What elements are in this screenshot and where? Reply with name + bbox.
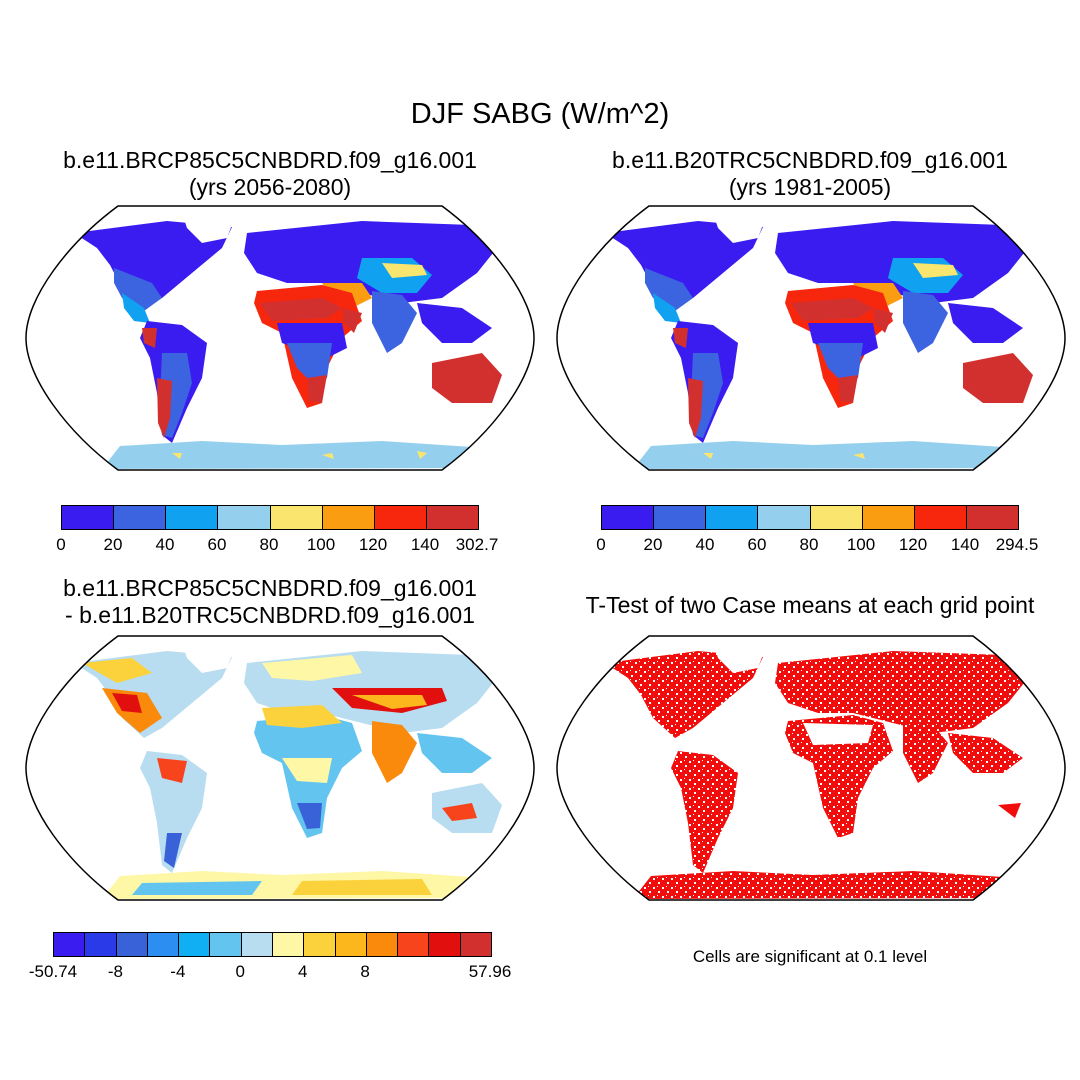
colorbar-difference-tick-label: 4 bbox=[297, 962, 308, 981]
colorbar-future-tick-label: 140 bbox=[410, 535, 440, 554]
panel1-title-line2: (yrs 2056-2080) bbox=[188, 174, 352, 200]
colorbar-future-tick-label: 120 bbox=[358, 535, 388, 554]
colorbar-historical-swatch bbox=[810, 506, 863, 529]
colorbar-difference-swatch bbox=[335, 933, 367, 956]
colorbar-difference-swatch bbox=[147, 933, 180, 956]
colorbar-difference-swatch bbox=[398, 933, 430, 956]
colorbar-difference bbox=[53, 932, 492, 957]
map-panel-historical bbox=[556, 205, 1066, 471]
land-fields bbox=[74, 641, 502, 899]
colorbar-historical-ticks: 0 20 40 60 80 100 120 140 294.5 bbox=[596, 535, 1038, 557]
colorbar-future-tick-label: 20 bbox=[103, 535, 123, 554]
colorbar-future-tick-label: 100 bbox=[306, 535, 336, 554]
colorbar-historical bbox=[601, 505, 1019, 530]
colorbar-future-tick-label: 0 bbox=[56, 535, 66, 554]
colorbar-difference-swatch bbox=[304, 933, 336, 956]
colorbar-difference-swatch bbox=[54, 933, 86, 956]
panel3-title-line2: - b.e11.B20TRC5CNBDRD.f09_g16.001 bbox=[65, 602, 475, 628]
map-border bbox=[556, 635, 1066, 901]
colorbar-difference-ticks: -50.74 -8 -4 0 4 8 57.96 bbox=[29, 962, 511, 984]
colorbar-future-ticks: 0 20 40 60 80 100 120 140 302.7 bbox=[56, 535, 498, 557]
colorbar-historical-tick-label: 100 bbox=[846, 535, 876, 554]
colorbar-future-tick-label: 302.7 bbox=[455, 535, 499, 554]
colorbar-future-swatch bbox=[426, 506, 478, 529]
panel3-title-line1: b.e11.BRCP85C5CNBDRD.f09_g16.001 bbox=[63, 575, 477, 601]
colorbar-difference-tick-label: 0 bbox=[235, 962, 246, 981]
colorbar-difference-tick-label: -50.74 bbox=[28, 962, 78, 981]
colorbar-historical-swatch bbox=[602, 506, 655, 529]
colorbar-difference-swatch bbox=[241, 933, 273, 956]
significance-fields bbox=[605, 641, 1033, 899]
colorbar-future-tick-label: 60 bbox=[207, 535, 227, 554]
colorbar-difference-swatch bbox=[85, 933, 117, 956]
map-panel-ttest bbox=[556, 635, 1066, 901]
panel2-title-line1: b.e11.B20TRC5CNBDRD.f09_g16.001 bbox=[612, 147, 1008, 173]
colorbar-future-tick-label: 80 bbox=[259, 535, 279, 554]
map-panel-future bbox=[25, 205, 535, 471]
colorbar-difference-tick-label: 8 bbox=[360, 962, 370, 981]
colorbar-future-swatch bbox=[270, 506, 323, 529]
panel3-title: b.e11.BRCP85C5CNBDRD.f09_g16.001 - b.e11… bbox=[30, 575, 510, 629]
colorbar-difference-tick-label: -4 bbox=[170, 962, 186, 981]
colorbar-historical-swatch bbox=[862, 506, 915, 529]
colorbar-difference-tick-label: -8 bbox=[107, 962, 123, 981]
colorbar-difference-swatch bbox=[460, 933, 491, 956]
colorbar-historical-swatch bbox=[966, 506, 1018, 529]
colorbar-future-swatch bbox=[374, 506, 427, 529]
colorbar-difference-swatch bbox=[366, 933, 399, 956]
colorbar-difference-tick-label: 57.96 bbox=[468, 962, 512, 981]
colorbar-future-tick-label: 40 bbox=[155, 535, 175, 554]
colorbar-future-swatch bbox=[218, 506, 271, 529]
land-fields bbox=[605, 211, 1033, 469]
colorbar-future-swatch bbox=[166, 506, 219, 529]
colorbar-historical-tick-label: 120 bbox=[898, 535, 928, 554]
colorbar-historical-tick-label: 60 bbox=[747, 535, 767, 554]
colorbar-historical-swatch bbox=[914, 506, 967, 529]
map-panel-difference bbox=[25, 635, 535, 901]
colorbar-difference-swatch bbox=[116, 933, 148, 956]
significance-note: Cells are significant at 0.1 level bbox=[692, 947, 928, 966]
panel4-title-line1: T-Test of two Case means at each grid po… bbox=[585, 592, 1035, 618]
colorbar-future-swatch bbox=[322, 506, 375, 529]
colorbar-difference-swatch bbox=[210, 933, 242, 956]
colorbar-historical-tick-label: 20 bbox=[643, 535, 663, 554]
colorbar-historical-swatch bbox=[758, 506, 811, 529]
panel2-title-line2: (yrs 1981-2005) bbox=[728, 174, 892, 200]
panel4-title: T-Test of two Case means at each grid po… bbox=[545, 592, 1075, 619]
panel2-title: b.e11.B20TRC5CNBDRD.f09_g16.001 (yrs 198… bbox=[570, 147, 1050, 201]
colorbar-historical-tick-label: 0 bbox=[596, 535, 606, 554]
panel1-title: b.e11.BRCP85C5CNBDRD.f09_g16.001 (yrs 20… bbox=[30, 147, 510, 201]
colorbar-difference-swatch bbox=[429, 933, 461, 956]
colorbar-historical-tick-label: 40 bbox=[695, 535, 715, 554]
colorbar-difference-swatch bbox=[179, 933, 211, 956]
colorbar-historical-tick-label: 294.5 bbox=[995, 535, 1039, 554]
colorbar-difference-swatch bbox=[272, 933, 305, 956]
colorbar-future bbox=[61, 505, 479, 530]
map-border bbox=[25, 635, 535, 901]
panel1-title-line1: b.e11.BRCP85C5CNBDRD.f09_g16.001 bbox=[63, 147, 477, 173]
map-border bbox=[556, 205, 1066, 471]
colorbar-historical-tick-label: 140 bbox=[950, 535, 980, 554]
map-border bbox=[25, 205, 535, 471]
figure-title: DJF SABG (W/m^2) bbox=[410, 98, 670, 130]
land-fields bbox=[74, 211, 502, 469]
colorbar-historical-swatch bbox=[654, 506, 707, 529]
colorbar-future-swatch bbox=[114, 506, 167, 529]
colorbar-historical-tick-label: 80 bbox=[799, 535, 819, 554]
colorbar-future-swatch bbox=[62, 506, 115, 529]
colorbar-historical-swatch bbox=[706, 506, 759, 529]
